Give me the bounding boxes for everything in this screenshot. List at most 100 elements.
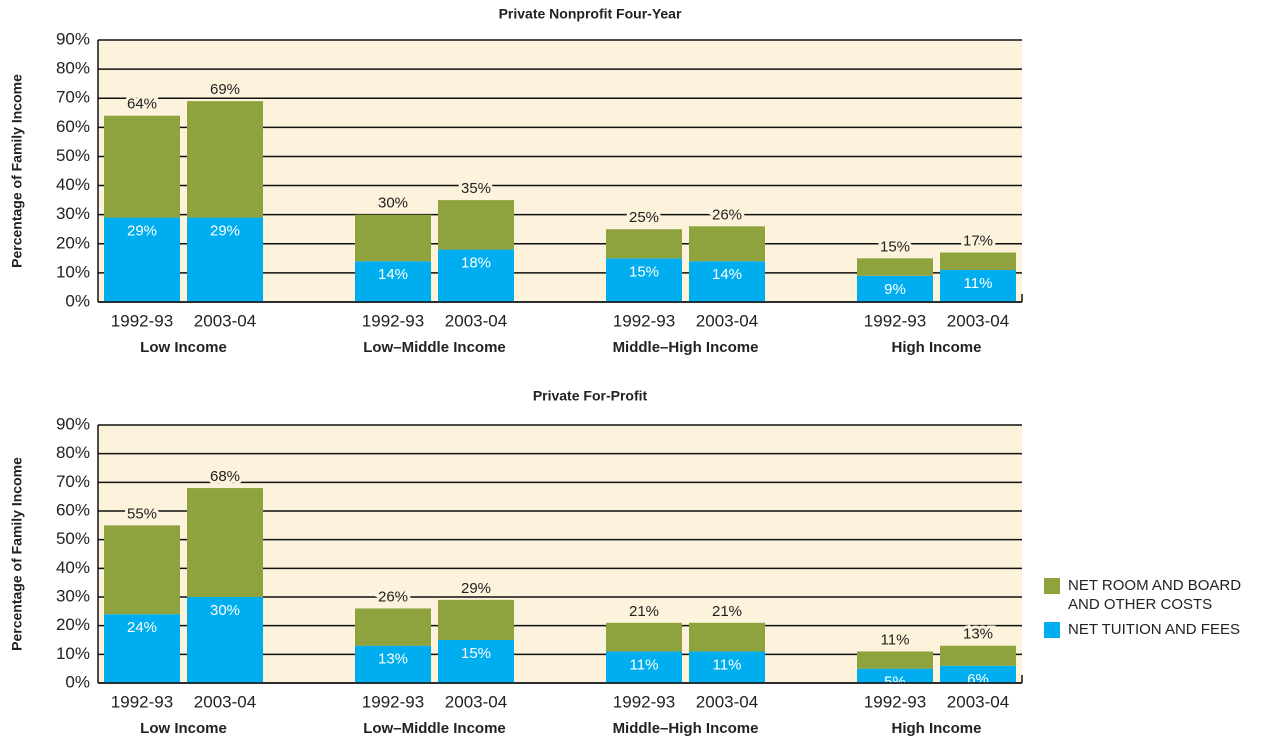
y-tick-label: 70%: [56, 472, 90, 491]
value-label: 14%: [378, 266, 408, 283]
bar-segment: [606, 622, 682, 652]
bar-segment: [438, 599, 514, 640]
y-tick-label: 10%: [56, 262, 90, 281]
value-label: 18%: [461, 255, 491, 272]
total-label: 64%: [127, 96, 157, 113]
bar-segment: [606, 258, 682, 302]
bar-segment: [438, 200, 514, 250]
bar-segment: [187, 488, 263, 597]
x-tick-label: 2003-04: [194, 692, 256, 711]
bar-segment: [857, 258, 933, 276]
x-tick-label: 2003-04: [947, 692, 1009, 711]
bar-segment: [355, 645, 431, 683]
value-label: 15%: [461, 645, 491, 662]
legend-label: NET ROOM AND BOARD AND OTHER COSTS: [1068, 577, 1242, 613]
bar-segment: [606, 651, 682, 683]
x-tick-label: 1992-93: [613, 692, 675, 711]
value-label: 14%: [712, 266, 742, 283]
y-axis-label: Percentage of Family Income: [9, 74, 25, 268]
group-label: Middle–High Income: [613, 339, 759, 356]
total-label: 26%: [712, 206, 742, 223]
legend-item: NET TUITION AND FEES: [1044, 620, 1284, 639]
x-tick-label: 1992-93: [864, 311, 926, 330]
y-tick-label: 50%: [56, 529, 90, 548]
y-tick-label: 40%: [56, 558, 90, 577]
bar-segment: [689, 622, 765, 652]
value-label: 29%: [210, 223, 240, 240]
total-label: 13%: [963, 626, 993, 643]
value-label: 11%: [630, 656, 659, 673]
x-tick-label: 2003-04: [947, 311, 1009, 330]
y-tick-label: 60%: [56, 117, 90, 136]
total-label: 21%: [629, 603, 659, 620]
x-tick-label: 2003-04: [696, 692, 758, 711]
bar-segment: [104, 525, 180, 615]
y-tick-label: 90%: [56, 29, 90, 48]
bar-segment: [187, 597, 263, 683]
y-tick-label: 20%: [56, 233, 90, 252]
y-tick-label: 30%: [56, 204, 90, 223]
bar-segment: [438, 249, 514, 302]
total-label: 68%: [210, 468, 240, 485]
bar-segment: [689, 651, 765, 683]
bar-segment: [689, 226, 765, 262]
x-tick-label: 1992-93: [362, 692, 424, 711]
total-label: 55%: [127, 505, 157, 522]
value-label: 5%: [884, 674, 906, 691]
legend: NET ROOM AND BOARD AND OTHER COSTS NET T…: [1044, 576, 1284, 645]
total-label: 11%: [881, 631, 910, 648]
value-label: 30%: [210, 602, 240, 619]
x-tick-label: 2003-04: [445, 692, 507, 711]
x-tick-label: 1992-93: [111, 692, 173, 711]
value-label: 13%: [378, 651, 408, 668]
y-tick-label: 60%: [56, 500, 90, 519]
bar-segment: [940, 645, 1016, 666]
chart-title: Private Nonprofit Four-Year: [499, 6, 682, 22]
bar-segment: [606, 229, 682, 259]
bar-segment: [355, 261, 431, 302]
x-tick-label: 2003-04: [194, 311, 256, 330]
total-label: 15%: [880, 238, 910, 255]
x-tick-label: 1992-93: [362, 311, 424, 330]
bar-segment: [940, 252, 1016, 270]
total-label: 29%: [461, 580, 491, 597]
group-label: Low Income: [140, 339, 227, 356]
value-label: 11%: [713, 656, 742, 673]
y-tick-label: 70%: [56, 88, 90, 107]
y-tick-label: 0%: [65, 291, 90, 310]
total-label: 69%: [210, 81, 240, 98]
total-label: 35%: [461, 180, 491, 197]
bar-segment: [355, 608, 431, 646]
legend-swatch: [1044, 622, 1060, 638]
bar-segment: [104, 217, 180, 302]
bar-segment: [104, 614, 180, 683]
legend-swatch: [1044, 578, 1060, 594]
x-tick-label: 1992-93: [864, 692, 926, 711]
group-label: Low–Middle Income: [363, 720, 506, 737]
y-tick-label: 90%: [56, 414, 90, 433]
group-label: Middle–High Income: [613, 720, 759, 737]
x-tick-label: 2003-04: [696, 311, 758, 330]
y-tick-label: 10%: [56, 644, 90, 663]
x-tick-label: 2003-04: [445, 311, 507, 330]
y-tick-label: 80%: [56, 443, 90, 462]
legend-item: NET ROOM AND BOARD AND OTHER COSTS: [1044, 576, 1284, 614]
value-label: 6%: [967, 671, 989, 688]
y-tick-label: 80%: [56, 59, 90, 78]
y-tick-label: 0%: [65, 672, 90, 691]
value-label: 11%: [964, 275, 993, 292]
value-label: 24%: [127, 619, 157, 636]
group-label: Low–Middle Income: [363, 339, 506, 356]
bar-segment: [857, 668, 933, 683]
y-axis-label: Percentage of Family Income: [9, 457, 25, 651]
y-tick-label: 20%: [56, 615, 90, 634]
group-label: Low Income: [140, 720, 227, 737]
bar-segment: [857, 651, 933, 669]
value-label: 29%: [127, 223, 157, 240]
bar-segment: [438, 640, 514, 683]
x-tick-label: 1992-93: [613, 311, 675, 330]
value-label: 15%: [629, 263, 659, 280]
bar-segment: [940, 665, 1016, 683]
